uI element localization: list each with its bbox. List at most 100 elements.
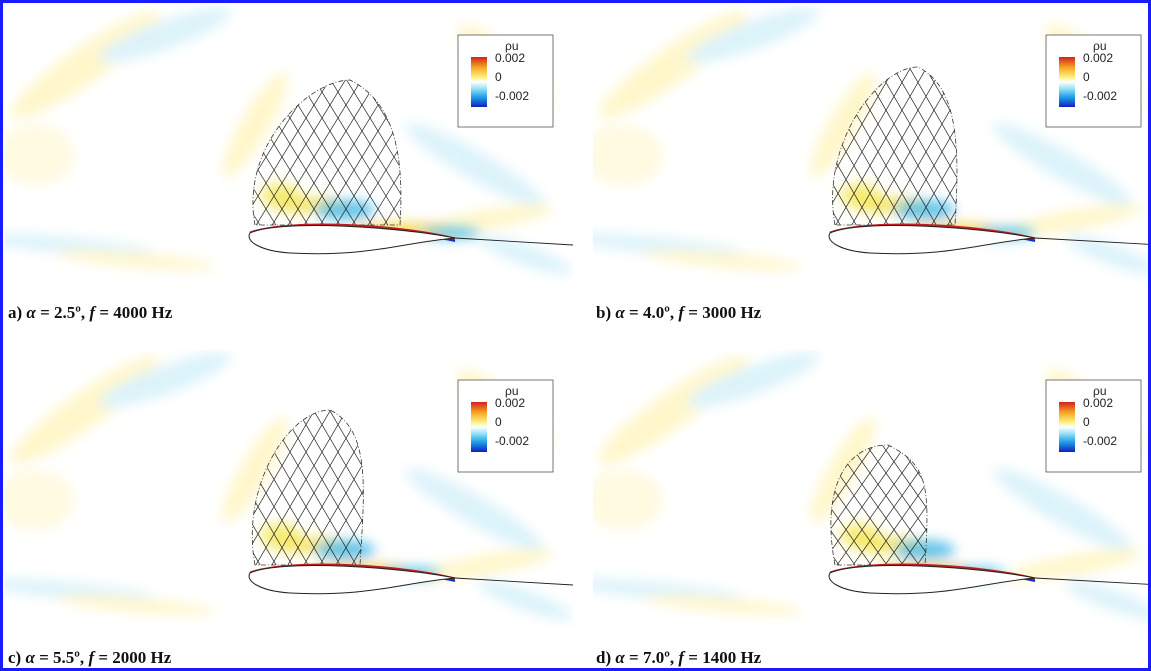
mesh-line xyxy=(832,67,839,225)
legend-title: ρu xyxy=(505,39,519,53)
mesh-line xyxy=(909,67,957,225)
caption-angle: = 5.5º, xyxy=(39,648,85,667)
wave xyxy=(10,11,160,119)
airfoil xyxy=(828,565,1036,595)
wave xyxy=(405,468,545,552)
mesh-line xyxy=(252,410,299,565)
mesh-line xyxy=(273,80,395,225)
caption-alpha: α xyxy=(25,648,35,667)
colorbar xyxy=(471,402,487,452)
mesh-line xyxy=(830,445,927,565)
mesh-line xyxy=(252,410,283,565)
mesh-line xyxy=(832,67,911,225)
mesh-line xyxy=(832,67,919,225)
colorbar xyxy=(1059,57,1075,107)
mesh-line xyxy=(252,410,363,565)
caption-label: c) xyxy=(8,648,22,667)
mesh-line xyxy=(252,80,299,225)
caption-alpha: α xyxy=(615,303,625,322)
colorbar xyxy=(471,57,487,107)
wave xyxy=(405,123,545,207)
mesh-line xyxy=(281,410,364,565)
wave xyxy=(810,72,876,178)
airfoil xyxy=(248,225,456,255)
mesh-line xyxy=(297,80,401,225)
mesh-line xyxy=(252,80,371,225)
mesh-line xyxy=(830,445,903,565)
wave xyxy=(55,595,215,615)
caption-freq: = 3000 Hz xyxy=(688,303,762,322)
mesh-line xyxy=(662,405,782,575)
wake-line xyxy=(1034,237,1148,245)
mesh-line xyxy=(832,67,927,225)
mesh-line xyxy=(694,405,814,575)
mesh-line xyxy=(837,67,957,225)
mesh-line xyxy=(321,80,401,225)
wave xyxy=(1065,580,1148,620)
wake-line xyxy=(454,237,573,246)
mesh-line xyxy=(686,405,806,575)
caption-alpha: α xyxy=(26,303,36,322)
mesh-line xyxy=(273,410,364,565)
mesh-line xyxy=(830,445,927,565)
mesh-line xyxy=(345,80,401,225)
legend-title: ρu xyxy=(1093,39,1107,53)
wave xyxy=(1004,204,1142,236)
caption-label: a) xyxy=(8,303,23,322)
mesh-line xyxy=(678,405,798,575)
wave xyxy=(687,7,819,63)
wave xyxy=(416,549,554,581)
wave xyxy=(593,470,663,530)
wave xyxy=(1065,235,1148,275)
mesh-line xyxy=(893,445,927,565)
wave xyxy=(5,578,155,602)
legend-label: 0.002 xyxy=(1083,396,1113,410)
legend-label: 0 xyxy=(495,415,502,429)
wave xyxy=(643,595,803,615)
mesh-line xyxy=(252,410,331,565)
caption-f: f xyxy=(88,648,95,667)
mesh-line xyxy=(869,67,957,225)
caption-angle: = 4.0º, xyxy=(629,303,675,322)
mesh-line xyxy=(893,67,957,225)
mesh-line xyxy=(877,445,927,565)
caption-f: f xyxy=(678,648,685,667)
caption-freq: = 1400 Hz xyxy=(688,648,762,667)
legend: ρu0.002 0 -0.002 xyxy=(1045,34,1142,128)
colorbar xyxy=(1059,402,1075,452)
caption: a) α = 2.5º, f = 4000 Hz xyxy=(8,303,172,323)
airfoil xyxy=(828,225,1036,255)
mesh-line xyxy=(257,80,379,225)
mesh-line xyxy=(305,80,401,225)
mesh-line xyxy=(297,410,364,565)
mesh-line xyxy=(252,80,331,225)
wake-line xyxy=(1034,577,1148,585)
wake-line xyxy=(454,577,573,586)
streak xyxy=(895,200,955,220)
mesh-line xyxy=(830,445,911,565)
mesh-line xyxy=(130,370,250,575)
caption-freq: = 2000 Hz xyxy=(98,648,172,667)
caption: c) α = 5.5º, f = 2000 Hz xyxy=(8,648,171,668)
caption: b) α = 4.0º, f = 3000 Hz xyxy=(596,303,761,323)
mesh-line xyxy=(853,67,957,225)
wave xyxy=(5,470,75,530)
wave xyxy=(477,580,573,620)
flow-field: ρu0.002 0 -0.002 xyxy=(5,352,573,620)
mesh-line xyxy=(377,80,401,225)
mesh-line xyxy=(265,410,364,565)
mesh-line xyxy=(329,410,364,565)
legend-title: ρu xyxy=(505,384,519,398)
legend-label: -0.002 xyxy=(1083,434,1117,448)
wave xyxy=(222,72,288,178)
mesh-line xyxy=(861,445,927,565)
legend-label: 0 xyxy=(1083,415,1090,429)
legend-label: 0.002 xyxy=(495,396,525,410)
legend: ρu0.002 0 -0.002 xyxy=(1045,379,1142,473)
legend-title: ρu xyxy=(1093,384,1107,398)
mesh-line xyxy=(830,445,927,565)
mesh-line xyxy=(361,80,401,225)
envelope xyxy=(830,444,928,566)
mesh-line xyxy=(670,405,790,575)
